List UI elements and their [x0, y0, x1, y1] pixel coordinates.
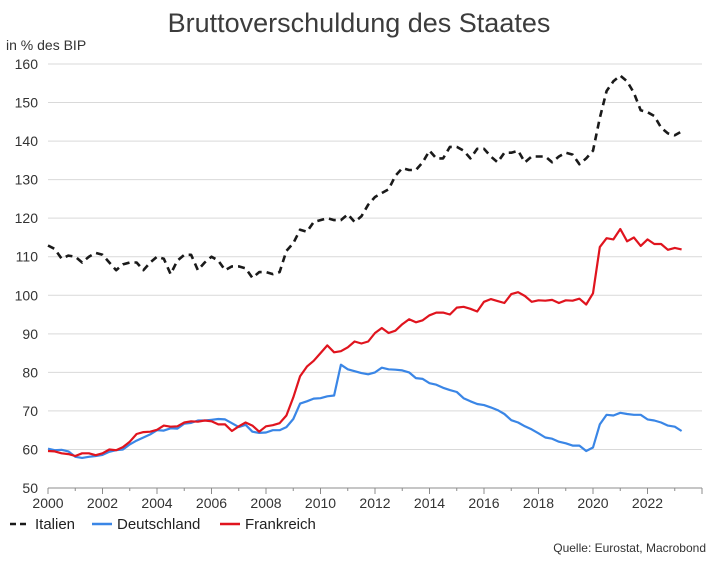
- y-tick-60: 60: [22, 441, 38, 457]
- x-tick-2004: 2004: [141, 495, 172, 511]
- y-tick-130: 130: [15, 172, 39, 188]
- y-axis-label: in % des BIP: [6, 37, 86, 53]
- x-tick-2006: 2006: [196, 495, 227, 511]
- source-note: Quelle: Eurostat, Macrobond: [553, 541, 706, 555]
- x-tick-2012: 2012: [359, 495, 390, 511]
- series-lines: [47, 74, 683, 459]
- y-tick-100: 100: [15, 287, 39, 303]
- y-tick-110: 110: [16, 249, 39, 265]
- y-tick-160: 160: [15, 56, 39, 72]
- chart-title: Bruttoverschuldung des Staates: [168, 8, 551, 38]
- series-line-italien: [47, 74, 683, 280]
- x-tick-2022: 2022: [632, 495, 663, 511]
- x-tick-labels: 2000 2002 2004 2006 2008 2010 2012 2014 2016 2018…: [32, 488, 703, 511]
- x-tick-2018: 2018: [523, 495, 554, 511]
- x-tick-2016: 2016: [468, 495, 499, 511]
- x-tick-2010: 2010: [305, 495, 336, 511]
- y-tick-labels: 50 60 70 80 90 100 110 120 130 140 150 160: [15, 56, 39, 496]
- y-tick-50: 50: [22, 480, 38, 496]
- grid-lines: [48, 63, 702, 489]
- legend: Italien Deutschland Frankreich: [10, 516, 316, 533]
- x-tick-2008: 2008: [250, 495, 281, 511]
- y-tick-150: 150: [15, 95, 39, 111]
- legend-label-deutschland: Deutschland: [117, 516, 200, 533]
- y-tick-120: 120: [15, 210, 39, 226]
- x-tick-2002: 2002: [87, 495, 118, 511]
- y-tick-90: 90: [22, 326, 38, 342]
- legend-label-italien: Italien: [35, 516, 75, 533]
- y-tick-140: 140: [15, 133, 39, 149]
- legend-label-frankreich: Frankreich: [245, 516, 316, 533]
- y-tick-80: 80: [22, 364, 38, 380]
- y-tick-70: 70: [22, 403, 38, 419]
- series-line-frankreich: [47, 227, 682, 458]
- x-tick-2014: 2014: [414, 495, 445, 511]
- series-line-deutschland: [47, 363, 683, 459]
- x-tick-2000: 2000: [32, 495, 63, 511]
- x-tick-2020: 2020: [577, 495, 608, 511]
